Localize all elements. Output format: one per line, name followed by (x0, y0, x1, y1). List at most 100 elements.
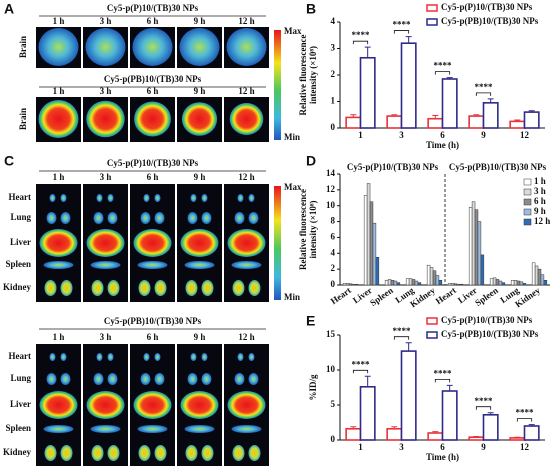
x-tick-label: Heart (434, 285, 458, 306)
organ-signal (49, 194, 56, 202)
x-tick-label: 1 (358, 442, 363, 452)
y-tick-label: 2 (331, 69, 336, 79)
organ-label: Lung (10, 212, 31, 222)
time-label: 1 h (53, 86, 65, 96)
bar (359, 56, 376, 129)
x-tick-label: Spleen (473, 285, 500, 308)
bar (427, 117, 444, 129)
legend-swatch (523, 208, 532, 216)
y-tick-label: 4 (331, 247, 336, 257)
organ-signal (248, 280, 261, 296)
bar (345, 116, 362, 129)
organ-signal (231, 425, 262, 433)
panel-label: C (4, 153, 14, 169)
error-bar (350, 114, 357, 118)
organ-signal (86, 100, 125, 138)
bar (523, 425, 540, 441)
significance-label: **** (434, 61, 453, 71)
organ-signal (231, 261, 262, 269)
legend-swatch (426, 317, 438, 325)
bar (348, 283, 353, 286)
organ-signal (86, 391, 125, 419)
group-title: Cy5-p(P)10/(TB)30 NPs (107, 3, 199, 13)
bar (537, 268, 542, 286)
time-label: 12 h (238, 172, 254, 182)
bar (513, 279, 518, 286)
bar (474, 209, 479, 286)
x-tick-label: 9 (481, 442, 486, 452)
organ-signal (91, 280, 104, 296)
group-title: Cy5-p(PB)10/(TB)30 NPs (104, 316, 202, 326)
bar (468, 436, 485, 441)
organ-signal (180, 229, 219, 257)
legend-label: Cy5-p(P)10/(TB)30 NPs (441, 315, 533, 325)
legend-label: Cy5-p(PB)10/(TB)30 NPs (441, 16, 539, 26)
organ-signal (60, 212, 71, 224)
organ-signal (181, 102, 218, 136)
bar (523, 111, 540, 129)
bar (498, 280, 503, 286)
organ-signal (229, 103, 264, 135)
organ-signal (179, 28, 220, 66)
organ-signal (201, 212, 212, 224)
significance-bracket (352, 40, 369, 45)
organ-signal (132, 28, 173, 66)
organ-signal (46, 212, 57, 224)
organ-label: Lung (10, 373, 31, 383)
error-bar (528, 424, 535, 426)
bar (387, 279, 392, 286)
error-bar (514, 436, 521, 438)
bar (501, 282, 506, 286)
organ-signal (137, 425, 168, 433)
scale-max: Max (284, 182, 302, 192)
organ-signal (201, 373, 212, 385)
significance-bracket (475, 406, 492, 410)
bar (432, 270, 437, 286)
bar (390, 279, 395, 286)
organ-signal (60, 373, 71, 385)
bar (540, 274, 545, 286)
organ-signal (38, 100, 79, 138)
significance-label: **** (434, 368, 453, 378)
y-tick-label: 8 (331, 216, 336, 226)
time-label: 3 h (100, 332, 112, 342)
legend-label: 6 h (534, 196, 546, 206)
legend-label: 3 h (534, 186, 546, 196)
bar (408, 278, 413, 286)
bar (396, 282, 401, 286)
bar (384, 279, 389, 286)
organ-signal (143, 194, 150, 202)
organ-signal (248, 212, 259, 224)
y-tick-label: 0 (331, 122, 336, 132)
bar (480, 254, 485, 286)
organ-signal (107, 194, 114, 202)
organ-signal (107, 373, 118, 385)
legend-swatch (523, 218, 532, 226)
panel-label: A (4, 1, 14, 17)
significance-label: **** (475, 82, 494, 92)
significance-bracket (393, 336, 410, 340)
significance-bracket (434, 379, 451, 383)
time-label: 1 h (53, 172, 65, 182)
time-label: 1 h (53, 332, 65, 342)
organ-signal (237, 194, 244, 202)
organ-label: Kidney (3, 282, 32, 292)
organ-signal (96, 194, 103, 202)
x-tick-label: 12 (520, 130, 530, 140)
error-bar (446, 77, 453, 79)
organ-label: Brain (18, 108, 28, 130)
organ-signal (237, 353, 244, 361)
significance-label: **** (352, 359, 371, 369)
organ-signal (154, 194, 161, 202)
y-tick-label: 1 (331, 96, 336, 106)
legend-label: 1 h (534, 176, 546, 186)
bar (534, 265, 539, 286)
error-bar (405, 36, 412, 44)
bar (516, 280, 521, 286)
bar (495, 279, 500, 286)
time-label: 3 h (100, 172, 112, 182)
significance-label: **** (352, 30, 371, 40)
bar (345, 283, 350, 286)
legend-label: Cy5-p(P)10/(TB)30 NPs (441, 2, 533, 12)
